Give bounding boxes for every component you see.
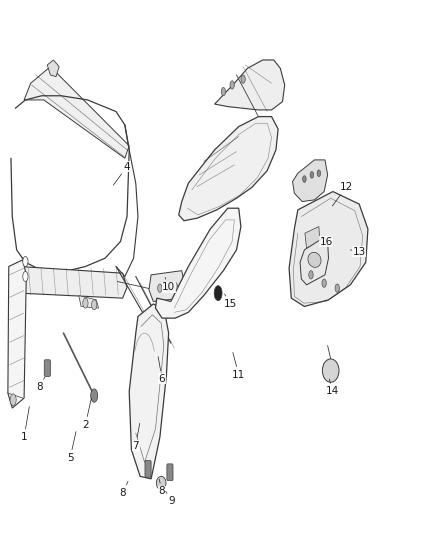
Circle shape xyxy=(91,389,98,402)
Circle shape xyxy=(158,284,162,292)
Text: 9: 9 xyxy=(166,491,175,506)
Polygon shape xyxy=(79,296,99,308)
Text: 10: 10 xyxy=(162,278,175,292)
Polygon shape xyxy=(12,266,127,298)
Text: 13: 13 xyxy=(350,246,366,256)
Polygon shape xyxy=(179,117,278,221)
Polygon shape xyxy=(129,304,169,479)
Text: 1: 1 xyxy=(21,407,29,442)
Polygon shape xyxy=(24,67,129,158)
Circle shape xyxy=(322,279,326,287)
Circle shape xyxy=(92,300,97,310)
Ellipse shape xyxy=(156,477,166,490)
Text: 8: 8 xyxy=(159,479,166,496)
Text: 16: 16 xyxy=(320,237,333,247)
Polygon shape xyxy=(155,208,241,318)
Text: 12: 12 xyxy=(332,182,353,206)
Circle shape xyxy=(303,176,306,182)
Circle shape xyxy=(83,298,88,308)
FancyBboxPatch shape xyxy=(167,464,173,481)
Text: 6: 6 xyxy=(158,357,166,384)
Text: 7: 7 xyxy=(132,423,140,450)
Polygon shape xyxy=(215,60,285,110)
Polygon shape xyxy=(293,160,328,201)
Polygon shape xyxy=(300,237,328,285)
Text: 8: 8 xyxy=(36,377,45,392)
Ellipse shape xyxy=(322,359,339,382)
Text: 15: 15 xyxy=(223,294,237,309)
Polygon shape xyxy=(47,60,59,77)
Circle shape xyxy=(317,170,321,176)
Circle shape xyxy=(214,286,222,301)
Circle shape xyxy=(230,81,234,89)
Circle shape xyxy=(310,172,314,178)
Polygon shape xyxy=(149,271,184,302)
Text: 2: 2 xyxy=(82,398,92,430)
Polygon shape xyxy=(289,191,368,306)
Text: 14: 14 xyxy=(326,379,339,397)
Text: 11: 11 xyxy=(232,352,245,380)
Circle shape xyxy=(221,87,226,96)
FancyBboxPatch shape xyxy=(44,360,50,376)
Circle shape xyxy=(173,282,177,290)
Text: 8: 8 xyxy=(119,481,128,498)
Circle shape xyxy=(309,271,313,279)
Circle shape xyxy=(23,271,28,281)
FancyBboxPatch shape xyxy=(145,461,151,477)
Text: 5: 5 xyxy=(67,432,76,463)
Circle shape xyxy=(10,394,16,406)
Text: 4: 4 xyxy=(113,161,131,185)
Polygon shape xyxy=(8,260,26,408)
Circle shape xyxy=(23,256,28,266)
Ellipse shape xyxy=(308,252,321,268)
Circle shape xyxy=(166,283,171,292)
Polygon shape xyxy=(305,227,320,248)
Circle shape xyxy=(241,75,245,83)
Circle shape xyxy=(335,284,339,292)
